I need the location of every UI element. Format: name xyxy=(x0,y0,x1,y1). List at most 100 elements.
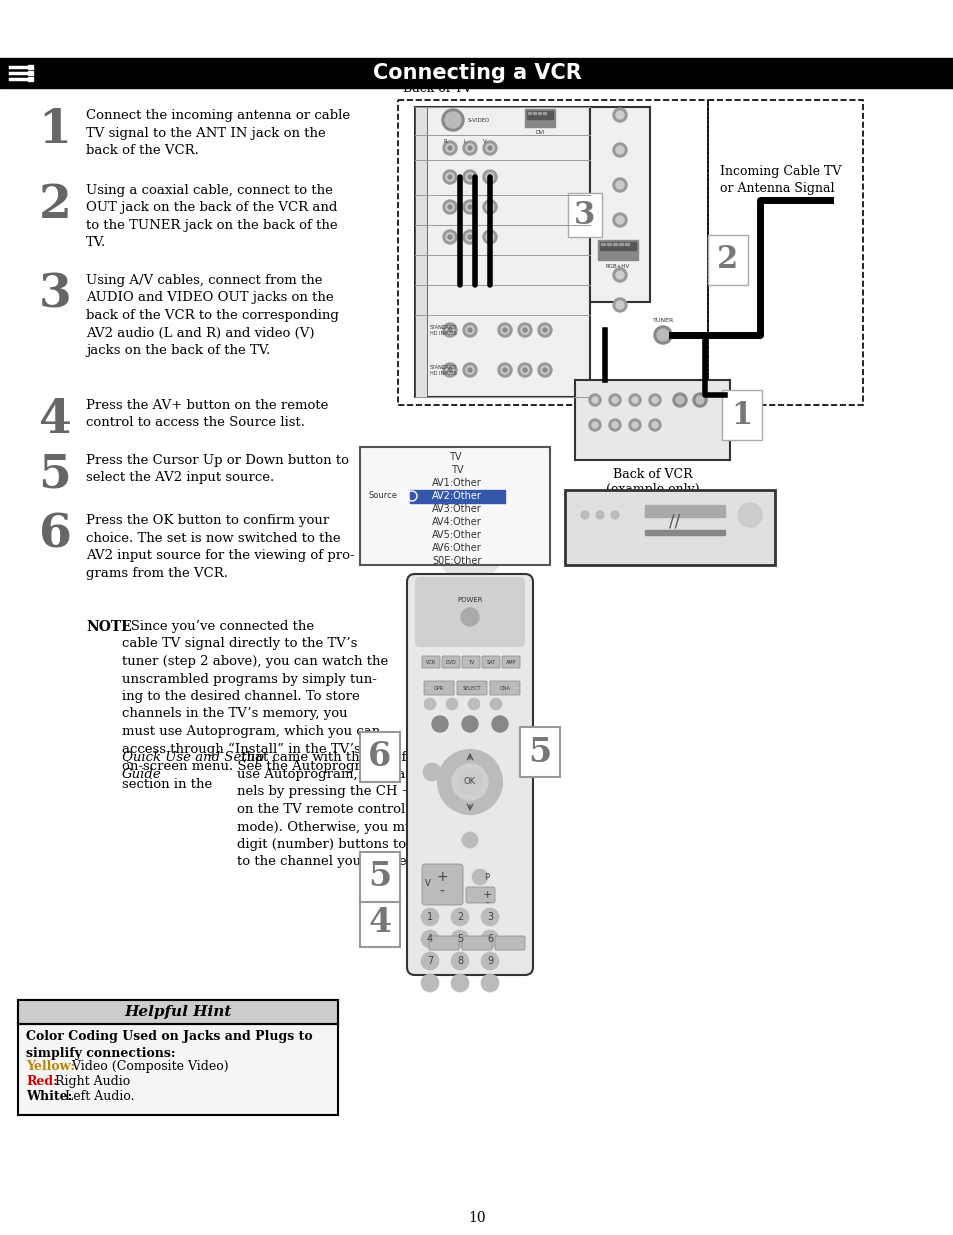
Circle shape xyxy=(444,112,460,128)
Text: 8: 8 xyxy=(456,956,462,966)
Text: Using a coaxial cable, connect to the
OUT jack on the back of the VCR and
to the: Using a coaxial cable, connect to the OU… xyxy=(86,184,337,249)
Text: AV6:Other: AV6:Other xyxy=(432,543,481,553)
Text: AV3:Other: AV3:Other xyxy=(432,504,481,514)
Circle shape xyxy=(448,329,452,332)
Circle shape xyxy=(485,233,494,241)
Text: -: - xyxy=(484,897,489,906)
Circle shape xyxy=(738,503,761,527)
Circle shape xyxy=(502,329,506,332)
Text: 1: 1 xyxy=(38,107,71,153)
Circle shape xyxy=(437,750,501,814)
Circle shape xyxy=(613,107,626,122)
Circle shape xyxy=(500,366,509,374)
FancyBboxPatch shape xyxy=(461,936,492,950)
Circle shape xyxy=(588,394,600,406)
Circle shape xyxy=(485,173,494,182)
Circle shape xyxy=(446,698,457,710)
Text: 10: 10 xyxy=(468,1212,485,1225)
Circle shape xyxy=(631,396,638,403)
Circle shape xyxy=(462,200,476,214)
Circle shape xyxy=(480,930,498,948)
FancyBboxPatch shape xyxy=(441,656,459,668)
Bar xyxy=(575,380,729,459)
Text: White:: White: xyxy=(26,1091,72,1103)
Circle shape xyxy=(448,146,452,149)
Text: Video (Composite Video): Video (Composite Video) xyxy=(68,1060,229,1073)
Polygon shape xyxy=(410,532,530,577)
Bar xyxy=(18,1000,337,1024)
Text: //: // xyxy=(669,513,679,531)
Text: OPR: OPR xyxy=(434,685,443,690)
Text: 5: 5 xyxy=(528,736,551,768)
Bar xyxy=(589,107,649,303)
Bar xyxy=(707,100,862,405)
Circle shape xyxy=(613,212,626,227)
Circle shape xyxy=(465,233,474,241)
FancyBboxPatch shape xyxy=(456,680,486,695)
Circle shape xyxy=(608,419,620,431)
Circle shape xyxy=(613,178,626,191)
Circle shape xyxy=(616,146,623,154)
Circle shape xyxy=(472,869,488,885)
Text: AV5:Other: AV5:Other xyxy=(432,530,481,540)
Circle shape xyxy=(616,270,623,279)
Text: TUNER: TUNER xyxy=(652,317,674,324)
Text: RGB+HV: RGB+HV xyxy=(605,264,630,269)
Bar xyxy=(599,242,636,249)
Text: TV: TV xyxy=(467,659,474,664)
Circle shape xyxy=(442,170,456,184)
Circle shape xyxy=(422,763,440,781)
Text: 7: 7 xyxy=(426,956,433,966)
FancyBboxPatch shape xyxy=(461,656,479,668)
Circle shape xyxy=(468,329,472,332)
FancyBboxPatch shape xyxy=(501,656,519,668)
Circle shape xyxy=(451,908,469,926)
Circle shape xyxy=(497,363,512,377)
Text: AMP: AMP xyxy=(505,659,516,664)
Text: 4: 4 xyxy=(368,905,392,939)
Circle shape xyxy=(648,394,660,406)
Text: Using A/V cables, connect from the
AUDIO and VIDEO OUT jacks on the
back of the : Using A/V cables, connect from the AUDIO… xyxy=(86,274,338,357)
Text: Connect the incoming antenna or cable
TV signal to the ANT IN jack on the
back o: Connect the incoming antenna or cable TV… xyxy=(86,109,350,157)
Circle shape xyxy=(442,230,456,245)
Bar xyxy=(598,240,638,261)
Text: NOTE: NOTE xyxy=(86,620,132,634)
Circle shape xyxy=(420,952,438,969)
Text: Yellow:: Yellow: xyxy=(26,1060,75,1073)
Circle shape xyxy=(485,144,494,152)
Circle shape xyxy=(460,608,478,626)
Circle shape xyxy=(442,363,456,377)
Text: Incoming Cable TV
or Antenna Signal: Incoming Cable TV or Antenna Signal xyxy=(720,165,841,195)
Circle shape xyxy=(468,175,472,179)
Text: 6: 6 xyxy=(38,513,71,558)
Bar xyxy=(415,107,589,396)
Bar xyxy=(564,490,774,564)
Text: 3: 3 xyxy=(486,911,493,923)
Bar xyxy=(606,243,610,245)
Text: Connecting a VCR: Connecting a VCR xyxy=(373,63,580,83)
Circle shape xyxy=(651,396,658,403)
Circle shape xyxy=(420,974,438,992)
FancyBboxPatch shape xyxy=(421,656,439,668)
Circle shape xyxy=(692,393,706,408)
Text: 4: 4 xyxy=(427,934,433,944)
Circle shape xyxy=(672,393,686,408)
Circle shape xyxy=(628,394,640,406)
Circle shape xyxy=(497,324,512,337)
Circle shape xyxy=(462,170,476,184)
Bar xyxy=(410,490,504,503)
FancyBboxPatch shape xyxy=(407,574,533,974)
Text: Quick Use and Setup
Guide: Quick Use and Setup Guide xyxy=(122,751,263,781)
Bar xyxy=(537,112,540,114)
Circle shape xyxy=(468,235,472,240)
Text: Back of VCR
(example only): Back of VCR (example only) xyxy=(605,468,699,496)
Circle shape xyxy=(461,832,477,848)
Circle shape xyxy=(613,268,626,282)
Circle shape xyxy=(462,141,476,156)
Text: POWER: POWER xyxy=(456,597,482,603)
Text: V: V xyxy=(482,140,486,144)
Text: Back of TV: Back of TV xyxy=(402,82,472,95)
Text: 9: 9 xyxy=(486,956,493,966)
Text: TV: TV xyxy=(450,466,463,475)
Text: VCR: VCR xyxy=(425,659,436,664)
